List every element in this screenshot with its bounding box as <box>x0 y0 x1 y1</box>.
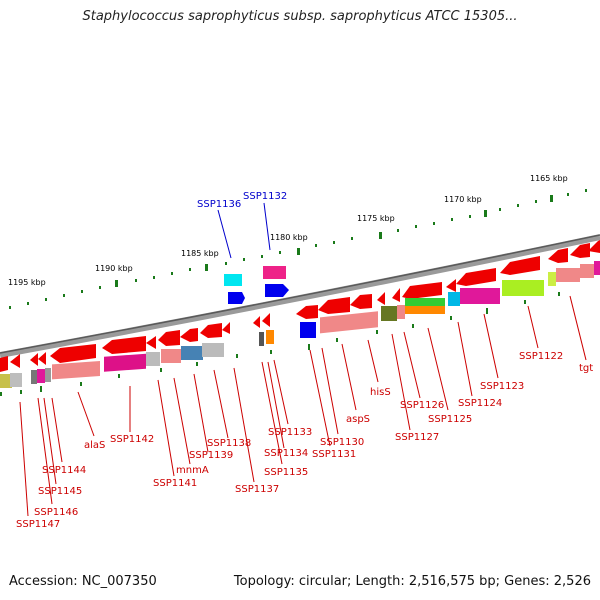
feature-dots <box>0 292 560 396</box>
gene-label-mnma: mnmA <box>176 465 209 476</box>
gene-label-ssp1122: SSP1122 <box>519 351 563 362</box>
map-title: Staphylococcus saprophyticus subsp. sapr… <box>82 9 518 24</box>
scale-major-ticks <box>115 195 553 287</box>
gene-block <box>263 266 286 279</box>
gene-label-ssp1130: SSP1130 <box>320 437 364 448</box>
gene-label-ssp1123: SSP1123 <box>480 381 524 392</box>
gene-label-alas: alaS <box>84 440 105 451</box>
leader-lines <box>19 295 587 517</box>
gene-label-ssp1136: SSP1136 <box>197 199 241 210</box>
blue-leader-lines <box>217 202 271 259</box>
gene-label-tgt: tgt <box>579 363 593 374</box>
gene-label-hiss: hisS <box>370 387 391 398</box>
scale-label-1195: 1195 kbp <box>8 278 46 287</box>
gene-label-ssp1147: SSP1147 <box>16 519 60 530</box>
scale-label-1165: 1165 kbp <box>530 174 568 183</box>
scale-dots <box>9 189 587 309</box>
gene-label-ssp1145: SSP1145 <box>38 486 82 497</box>
gene-label-ssp1125: SSP1125 <box>428 414 472 425</box>
gene-label-ssp1138: SSP1138 <box>207 438 251 449</box>
gene-block <box>224 274 242 286</box>
gene-label-ssp1146: SSP1146 <box>34 507 78 518</box>
scale-label-1180: 1180 kbp <box>270 233 308 242</box>
gene-label-ssp1131: SSP1131 <box>312 449 356 460</box>
gene-label-ssp1133: SSP1133 <box>268 427 312 438</box>
gene-label-ssp1134: SSP1134 <box>264 448 308 459</box>
topology-summary: Topology: circular; Length: 2,516,575 bp… <box>233 574 591 589</box>
scale-label-1170: 1170 kbp <box>444 195 482 204</box>
gene-label-ssp1139: SSP1139 <box>189 450 233 461</box>
reverse-strand-genes <box>0 240 600 388</box>
gene-label-ssp1137: SSP1137 <box>235 484 279 495</box>
scale-label-1190: 1190 kbp <box>95 264 133 273</box>
gene-label-ssp1141: SSP1141 <box>153 478 197 489</box>
gene-label-ssp1132: SSP1132 <box>243 191 287 202</box>
accession-text: Accession: NC_007350 <box>9 574 157 589</box>
gene-label-asps: aspS <box>346 414 370 425</box>
gene-label-ssp1135: SSP1135 <box>264 467 308 478</box>
gene-label-ssp1142: SSP1142 <box>110 434 154 445</box>
scale-label-1185: 1185 kbp <box>181 249 219 258</box>
gene-label-ssp1126: SSP1126 <box>400 400 444 411</box>
gene-arrow <box>228 292 245 304</box>
gene-arrow <box>265 284 289 297</box>
forward-strand-genes <box>224 266 289 304</box>
gene-label-ssp1144: SSP1144 <box>42 465 86 476</box>
genome-backbone <box>0 234 600 358</box>
scale-label-1175: 1175 kbp <box>357 214 395 223</box>
gene-label-ssp1124: SSP1124 <box>458 398 502 409</box>
gene-label-ssp1127: SSP1127 <box>395 432 439 443</box>
